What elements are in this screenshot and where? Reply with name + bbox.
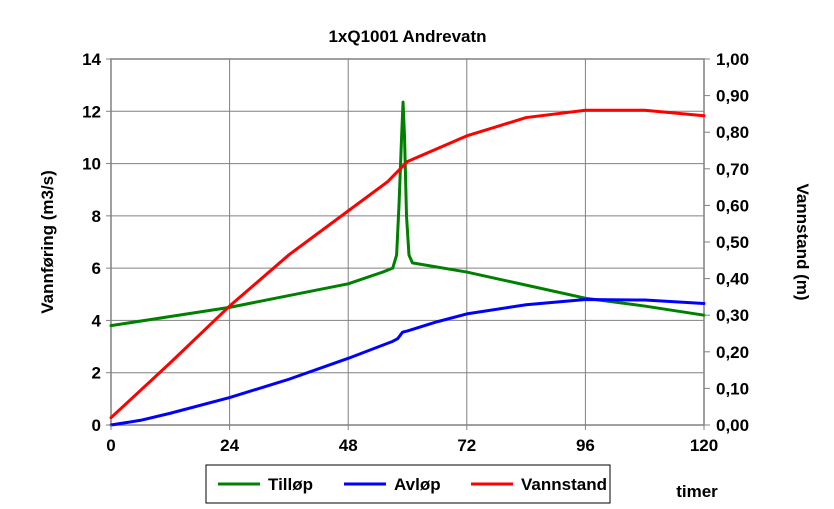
y2-tick-label: 0,50 xyxy=(716,233,749,252)
legend-label-tillop: Tilløp xyxy=(268,475,313,494)
x-tick-label: 120 xyxy=(690,436,718,455)
y2-axis-title: Vannstand (m) xyxy=(793,183,812,300)
y-tick-label: 4 xyxy=(92,311,102,330)
y-tick-label: 10 xyxy=(82,155,101,174)
y-tick-label: 12 xyxy=(82,102,101,121)
y-tick-label: 2 xyxy=(92,364,101,383)
series-layer xyxy=(109,100,706,427)
legend: Tilløp Avløp Vannstand xyxy=(205,464,611,504)
y-tick-label: 8 xyxy=(92,207,101,226)
y2-tick-label: 0,60 xyxy=(716,196,749,215)
chart-title: 1xQ1001 Andrevatn xyxy=(328,27,486,46)
x-tick-label: 96 xyxy=(576,436,595,455)
y2-tick-label: 1,00 xyxy=(716,50,749,69)
y2-tick-label: 0,90 xyxy=(716,87,749,106)
x-tick-label: 72 xyxy=(457,436,476,455)
y-axis-title: Vannføring (m3/s) xyxy=(38,170,57,314)
series-line-avlop xyxy=(109,298,706,427)
axis-layer: 0 24 48 72 96 120024681012140,000,100,200,300… xyxy=(82,50,749,455)
x-axis-title: timer xyxy=(676,482,718,501)
y-tick-label: 14 xyxy=(82,50,101,69)
y2-tick-label: 0,30 xyxy=(716,306,749,325)
x-tick-label: 0 xyxy=(106,436,115,455)
legend-items: Tilløp Avløp Vannstand xyxy=(218,475,607,494)
y2-tick-label: 0,20 xyxy=(716,343,749,362)
y2-tick-label: 0,10 xyxy=(716,379,749,398)
legend-box xyxy=(205,464,611,504)
legend-label-avlop: Avløp xyxy=(394,475,441,494)
series-line-tillop xyxy=(109,100,706,328)
x-tick-label: 24 xyxy=(220,436,239,455)
y2-tick-label: 0,40 xyxy=(716,270,749,289)
y2-tick-label: 0,00 xyxy=(716,416,749,435)
y-tick-label: 6 xyxy=(92,259,101,278)
series-line-vannstand xyxy=(109,108,706,420)
y-tick-label: 0 xyxy=(92,416,101,435)
y2-tick-label: 0,80 xyxy=(716,123,749,142)
legend-label-vannstand: Vannstand xyxy=(521,475,607,494)
y2-tick-label: 0,70 xyxy=(716,160,749,179)
x-tick-label: 48 xyxy=(339,436,358,455)
